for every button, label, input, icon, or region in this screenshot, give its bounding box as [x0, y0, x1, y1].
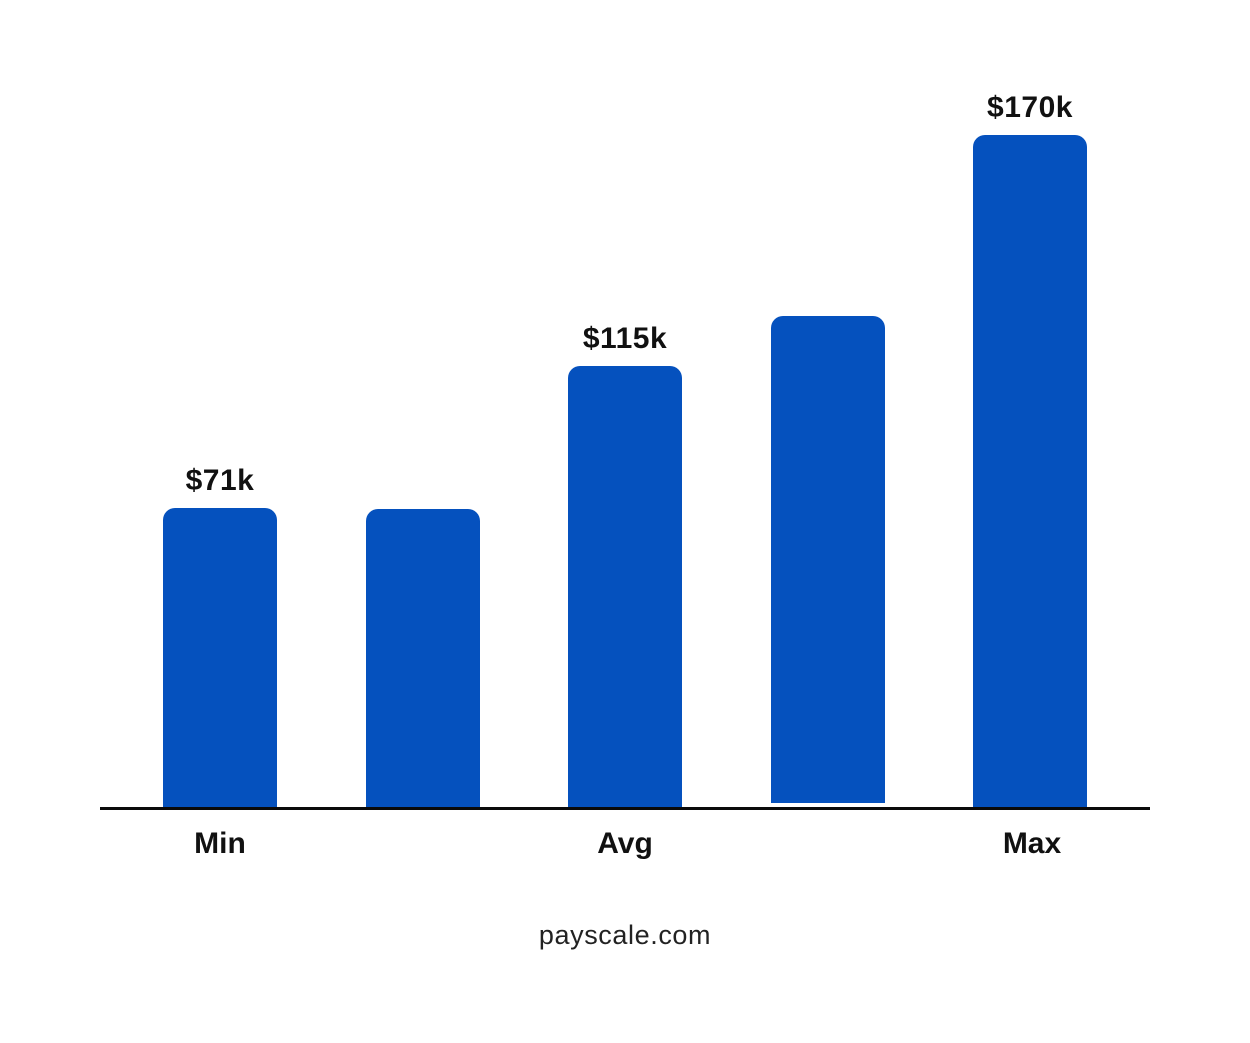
- bar-avg: [568, 366, 682, 807]
- bar-value-label-avg: $115k: [582, 322, 668, 355]
- x-axis-label-avg: Avg: [597, 827, 653, 860]
- bar-value-label-min: $71k: [185, 464, 255, 497]
- bar-max: [973, 135, 1087, 807]
- source-credit: payscale.com: [538, 920, 712, 950]
- bar-min: [163, 508, 277, 807]
- x-axis-label-min: Min: [194, 827, 246, 860]
- bar-2: [366, 509, 480, 807]
- bar-4: [771, 316, 885, 803]
- x-axis-label-max: Max: [1002, 827, 1062, 860]
- bar-value-label-max: $170k: [987, 91, 1073, 124]
- x-axis-line: [100, 807, 1150, 810]
